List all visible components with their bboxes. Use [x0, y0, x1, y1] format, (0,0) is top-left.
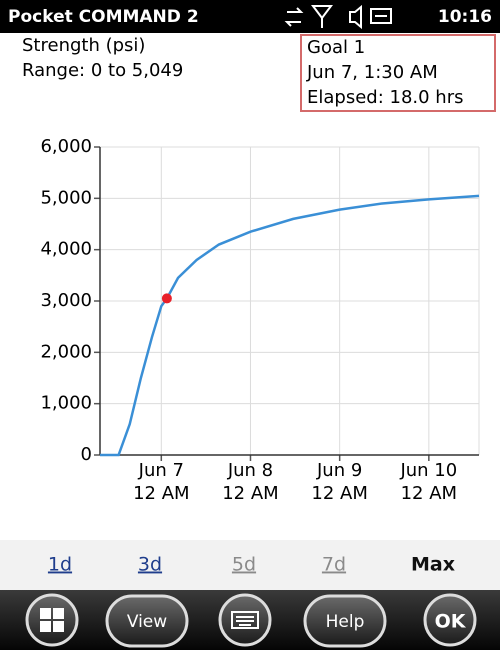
y-tick-label: 6,000 [40, 136, 92, 157]
clock: 10:16 [438, 7, 492, 27]
button-label[interactable]: View [127, 612, 167, 632]
button-label[interactable]: Help [326, 612, 365, 632]
app: Pocket COMMAND 2 10:16 Strength (psi) Ra… [0, 0, 500, 650]
y-tick-label: 0 [81, 444, 92, 465]
x-tick-label: Jun 10 [399, 460, 457, 481]
tab[interactable]: 7d [322, 554, 346, 576]
x-tick-label: Jun 7 [138, 460, 184, 481]
screen: Pocket COMMAND 2 10:16 Strength (psi) Ra… [0, 0, 500, 650]
tab[interactable]: 1d [48, 554, 72, 576]
button-label[interactable]: OK [435, 611, 467, 633]
goal-elapsed: Elapsed: 18.0 hrs [307, 87, 463, 108]
y-tick-label: 5,000 [40, 187, 92, 208]
y-tick-label: 4,000 [40, 239, 92, 260]
y-tick-label: 2,000 [40, 341, 92, 362]
y-tick-label: 1,000 [40, 393, 92, 414]
x-tick-label: 12 AM [311, 483, 367, 504]
header-range: Range: 0 to 5,049 [22, 60, 183, 81]
header-label: Strength (psi) [22, 35, 145, 56]
x-tick-label: Jun 8 [227, 460, 273, 481]
tab[interactable]: 5d [232, 554, 256, 576]
y-tick-label: 3,000 [40, 290, 92, 311]
x-tick-label: 12 AM [401, 483, 457, 504]
tab[interactable]: Max [411, 554, 455, 576]
line [100, 196, 479, 455]
x-tick-label: 12 AM [133, 483, 189, 504]
keyboard-button[interactable] [220, 595, 270, 645]
app-title: Pocket COMMAND 2 [8, 7, 199, 27]
goal-date: Jun 7, 1:30 AM [306, 62, 438, 83]
x-tick-label: 12 AM [222, 483, 278, 504]
start-button[interactable] [27, 595, 77, 645]
goal-title: Goal 1 [307, 37, 365, 58]
x-tick-label: Jun 9 [316, 460, 362, 481]
goal-marker [162, 293, 172, 303]
tab[interactable]: 3d [138, 554, 162, 576]
